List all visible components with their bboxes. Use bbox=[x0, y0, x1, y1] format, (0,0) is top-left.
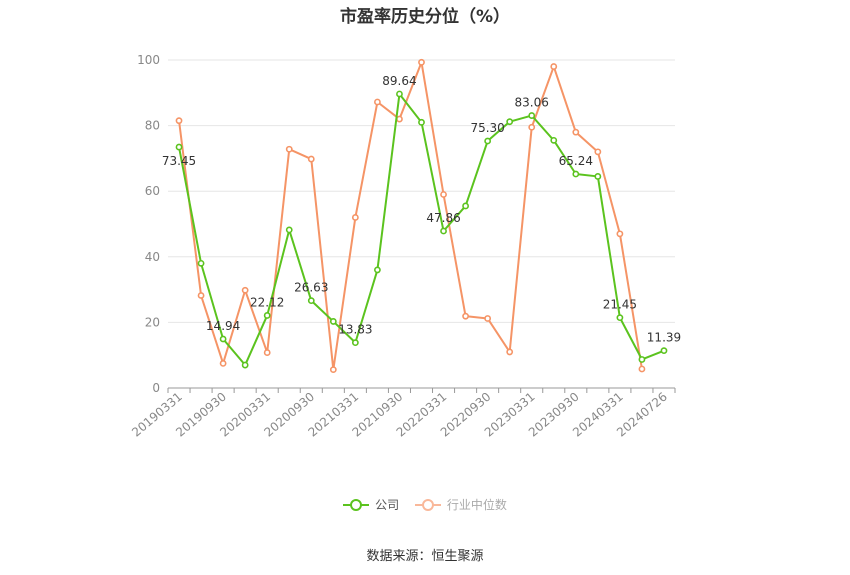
company-data-point bbox=[440, 227, 447, 235]
company-data-point bbox=[374, 266, 381, 274]
company-data-point bbox=[638, 356, 646, 363]
company-data-point bbox=[528, 112, 536, 119]
industry-median-data-point bbox=[572, 128, 580, 136]
y-tick-label: 40 bbox=[145, 250, 160, 264]
industry-median-data-point bbox=[528, 123, 536, 131]
company-data-point bbox=[506, 118, 514, 126]
industry-median-series-line bbox=[178, 61, 643, 371]
company-data-point bbox=[351, 339, 359, 347]
company-data-point bbox=[175, 143, 183, 151]
data-label: 11.39 bbox=[647, 331, 681, 345]
industry-median-data-point bbox=[219, 359, 227, 367]
data-label: 65.24 bbox=[559, 154, 593, 168]
company-data-point bbox=[396, 90, 403, 98]
data-label: 14.94 bbox=[206, 319, 240, 333]
industry-median-data-point bbox=[263, 349, 271, 356]
chart-title: 市盈率历史分位（%） bbox=[339, 7, 511, 27]
data-label: 75.30 bbox=[470, 121, 504, 135]
industry-median-data-point bbox=[462, 312, 469, 320]
company-data-point bbox=[462, 202, 469, 210]
company-data-point bbox=[418, 118, 425, 126]
data-label: 26.63 bbox=[294, 281, 328, 295]
company-data-point bbox=[484, 137, 492, 145]
legend: 公司 行业中位数 bbox=[0, 496, 850, 515]
industry-median-data-point bbox=[418, 58, 425, 66]
company-series-line bbox=[178, 92, 665, 367]
company-data-point bbox=[594, 173, 602, 180]
company-data-point bbox=[219, 335, 227, 343]
industry-median-data-point bbox=[241, 286, 249, 294]
data-label: 21.45 bbox=[603, 298, 637, 312]
data-label: 47.86 bbox=[426, 211, 460, 225]
data-label: 73.45 bbox=[162, 154, 196, 168]
data-label: 13.83 bbox=[338, 323, 372, 337]
company-data-point bbox=[329, 318, 337, 325]
industry-median-data-point bbox=[484, 315, 492, 322]
y-tick-label: 60 bbox=[145, 184, 160, 198]
industry-median-data-point bbox=[506, 348, 514, 356]
industry-median-data-point bbox=[197, 292, 205, 299]
industry-median-data-point bbox=[550, 63, 558, 70]
data-label: 83.06 bbox=[515, 96, 549, 110]
company-data-point bbox=[285, 226, 293, 234]
industry-median-data-point bbox=[440, 191, 447, 198]
industry-median-data-point bbox=[175, 117, 183, 125]
industry-median-data-point bbox=[374, 98, 381, 106]
industry-median-data-point bbox=[351, 214, 359, 221]
industry-median-data-point bbox=[638, 365, 646, 373]
industry-median-data-point bbox=[307, 155, 315, 163]
legend-item-industry-median[interactable]: 行业中位数 bbox=[414, 496, 507, 513]
data-label: 22.12 bbox=[250, 295, 284, 309]
legend-line-icon bbox=[414, 498, 441, 511]
y-tick-label: 0 bbox=[152, 381, 160, 395]
company-data-point bbox=[616, 314, 624, 322]
industry-median-data-point bbox=[594, 148, 602, 156]
legend-line-icon bbox=[343, 498, 370, 511]
industry-median-data-point bbox=[616, 230, 624, 238]
company-data-point bbox=[263, 312, 271, 319]
legend-label-industry-median: 行业中位数 bbox=[446, 498, 507, 512]
company-data-point bbox=[550, 136, 558, 144]
company-data-point bbox=[307, 297, 315, 305]
legend-item-company[interactable]: 公司 bbox=[343, 496, 399, 513]
y-tick-label: 80 bbox=[145, 119, 160, 133]
legend-label-company: 公司 bbox=[375, 498, 400, 512]
y-tick-label: 100 bbox=[137, 53, 160, 67]
company-data-point bbox=[660, 347, 668, 355]
data-label: 89.64 bbox=[382, 74, 416, 88]
company-data-point bbox=[197, 259, 205, 267]
industry-median-data-point bbox=[329, 366, 337, 374]
data-source: 数据来源：恒生聚源 bbox=[366, 549, 484, 564]
industry-median-data-point bbox=[396, 115, 403, 123]
y-tick-label: 20 bbox=[145, 315, 160, 329]
company-data-point bbox=[241, 361, 249, 369]
company-data-point bbox=[572, 170, 580, 178]
industry-median-data-point bbox=[285, 145, 293, 153]
